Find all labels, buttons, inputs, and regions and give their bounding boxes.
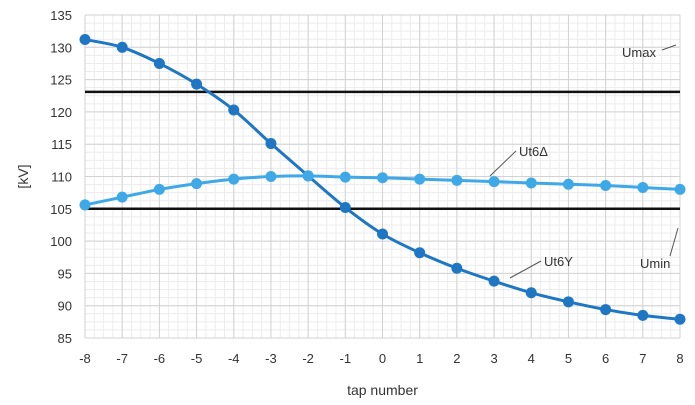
ut6d-leader-line xyxy=(489,150,517,177)
y-tick-label: 90 xyxy=(58,299,72,314)
y-tick-label: 135 xyxy=(50,8,72,23)
data-point-ut6d xyxy=(79,199,91,211)
x-axis-title: tap number xyxy=(347,382,418,398)
x-tick-label: 8 xyxy=(676,351,683,366)
data-point-ut6y xyxy=(562,296,574,308)
data-point-ut6y xyxy=(377,228,388,240)
data-point-ut6y xyxy=(228,104,240,116)
data-point-ut6d xyxy=(377,172,388,184)
y-tick-label: 125 xyxy=(50,73,72,88)
data-point-ut6y xyxy=(79,34,91,46)
x-tick-label: -5 xyxy=(191,351,203,366)
y-tick-label: 100 xyxy=(50,234,72,249)
data-point-ut6y xyxy=(339,202,351,214)
data-point-ut6d xyxy=(339,171,351,183)
data-point-ut6y xyxy=(153,57,165,69)
data-point-ut6d xyxy=(562,178,574,190)
x-tick-label: -1 xyxy=(340,351,352,366)
x-tick-label: 3 xyxy=(490,351,497,366)
y-tick-label: 115 xyxy=(51,137,72,152)
y-tick-label: 130 xyxy=(50,40,72,55)
data-point-ut6d xyxy=(191,178,203,190)
x-tick-label: 5 xyxy=(565,351,572,366)
x-tick-label: -3 xyxy=(265,351,277,366)
y-tick-label: 120 xyxy=(50,105,72,120)
data-point-ut6d xyxy=(600,180,612,192)
x-tick-label: -7 xyxy=(116,351,128,366)
data-point-ut6d xyxy=(637,181,649,193)
data-point-ut6y xyxy=(451,262,463,274)
data-point-ut6d xyxy=(265,171,277,182)
umax-leader-line xyxy=(661,44,677,51)
data-point-ut6y xyxy=(265,138,277,150)
major-grid xyxy=(84,14,681,339)
data-point-ut6y xyxy=(637,309,649,321)
x-tick-label: 7 xyxy=(639,351,646,366)
ut6y-leader-line xyxy=(509,260,542,279)
umin-label: Umin xyxy=(640,256,670,271)
x-tick-label: 6 xyxy=(602,351,609,366)
x-tick-label: -2 xyxy=(302,351,314,366)
series-points xyxy=(79,34,686,325)
y-axis-title: [kV] xyxy=(15,164,31,188)
x-tick-labels: -8 -7 -6 -5 -4 -3 -2 -1 0 1 2 3 4 5 6 7 8 xyxy=(79,351,683,366)
y-tick-labels: 85 90 95 100 105 110 115 120 125 130 135 xyxy=(50,8,72,346)
data-point-ut6y xyxy=(414,247,426,259)
x-tick-label: 2 xyxy=(453,351,460,366)
data-point-ut6d xyxy=(451,174,463,186)
x-tick-label: 0 xyxy=(379,351,386,366)
data-point-ut6y xyxy=(191,78,203,90)
data-point-ut6d xyxy=(674,183,686,195)
reference-lines xyxy=(85,90,680,211)
ut6d-label: Ut6Δ xyxy=(519,144,548,159)
data-point-ut6y xyxy=(525,287,537,299)
data-point-ut6y xyxy=(674,313,686,325)
y-tick-label: 95 xyxy=(58,266,72,281)
x-tick-label: 1 xyxy=(416,351,423,366)
data-point-ut6d xyxy=(488,176,500,188)
data-point-ut6d xyxy=(153,183,165,195)
x-tick-label: -4 xyxy=(228,351,240,366)
data-point-ut6y xyxy=(488,275,500,287)
data-point-ut6d xyxy=(302,170,314,182)
data-point-ut6d xyxy=(414,173,426,185)
y-tick-label: 85 xyxy=(58,331,72,346)
x-tick-label: 4 xyxy=(528,351,535,366)
umin-leader-line xyxy=(669,227,679,257)
data-point-ut6y xyxy=(116,41,128,53)
ut6y-label: Ut6Y xyxy=(544,254,573,269)
x-tick-label: -6 xyxy=(154,351,166,366)
x-tick-label: -8 xyxy=(79,351,91,366)
annotations: Umax Umin Ut6Δ Ut6Y xyxy=(489,44,679,279)
data-point-ut6d xyxy=(228,173,240,185)
data-point-ut6y xyxy=(600,304,612,316)
umax-label: Umax xyxy=(622,45,656,60)
data-point-ut6d xyxy=(525,177,537,189)
y-tick-label: 105 xyxy=(50,202,72,217)
data-point-ut6d xyxy=(116,191,128,203)
y-tick-label: 110 xyxy=(51,170,72,185)
